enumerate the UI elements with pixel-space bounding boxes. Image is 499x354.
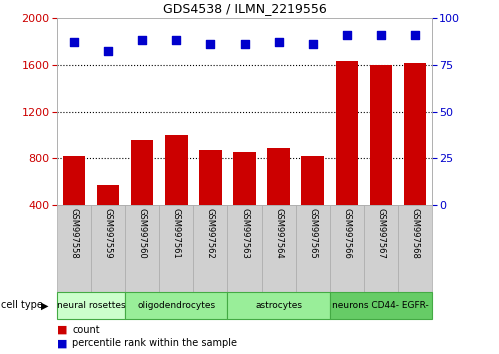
Bar: [91, 205, 125, 292]
Bar: [228, 205, 261, 292]
Text: count: count: [72, 325, 100, 335]
Point: [274, 39, 282, 45]
Bar: [267, 148, 289, 252]
Bar: [301, 156, 324, 252]
Bar: [295, 205, 329, 292]
Point: [411, 32, 419, 38]
Text: neurons CD44- EGFR-: neurons CD44- EGFR-: [332, 301, 429, 310]
Bar: [329, 205, 364, 292]
Bar: [364, 205, 398, 292]
Text: neural rosettes: neural rosettes: [57, 301, 126, 310]
Bar: [200, 150, 222, 252]
Point: [308, 41, 316, 47]
Point: [138, 38, 146, 43]
Bar: [97, 185, 119, 252]
Text: percentile rank within the sample: percentile rank within the sample: [72, 338, 238, 348]
Text: GSM997558: GSM997558: [70, 208, 79, 259]
Bar: [131, 139, 154, 252]
Text: ■: ■: [57, 338, 68, 348]
Title: GDS4538 / ILMN_2219556: GDS4538 / ILMN_2219556: [163, 2, 326, 15]
Bar: [234, 152, 255, 252]
Bar: [194, 205, 228, 292]
Text: GSM997560: GSM997560: [138, 208, 147, 259]
Text: oligodendrocytes: oligodendrocytes: [137, 301, 216, 310]
Text: cell type: cell type: [1, 300, 43, 310]
Point: [241, 41, 249, 47]
Bar: [228, 292, 329, 319]
Text: GSM997565: GSM997565: [308, 208, 317, 259]
Point: [207, 41, 215, 47]
Text: GSM997566: GSM997566: [342, 208, 351, 259]
Text: GSM997563: GSM997563: [240, 208, 249, 259]
Bar: [404, 63, 426, 252]
Bar: [370, 65, 392, 252]
Bar: [329, 292, 432, 319]
Point: [70, 39, 78, 45]
Bar: [63, 156, 85, 252]
Bar: [125, 205, 160, 292]
Point: [377, 32, 385, 38]
Text: GSM997562: GSM997562: [206, 208, 215, 259]
Bar: [398, 205, 432, 292]
Bar: [125, 292, 228, 319]
Bar: [335, 61, 358, 252]
Text: GSM997559: GSM997559: [104, 208, 113, 258]
Bar: [165, 135, 188, 252]
Point: [173, 38, 181, 43]
Text: GSM997564: GSM997564: [274, 208, 283, 259]
Text: GSM997561: GSM997561: [172, 208, 181, 259]
Bar: [57, 292, 125, 319]
Point: [104, 48, 112, 54]
Bar: [261, 205, 295, 292]
Text: GSM997567: GSM997567: [376, 208, 385, 259]
Text: ▶: ▶: [41, 300, 49, 310]
Bar: [160, 205, 194, 292]
Text: GSM997568: GSM997568: [410, 208, 419, 259]
Text: ■: ■: [57, 325, 68, 335]
Bar: [57, 205, 91, 292]
Text: astrocytes: astrocytes: [255, 301, 302, 310]
Point: [343, 32, 351, 38]
